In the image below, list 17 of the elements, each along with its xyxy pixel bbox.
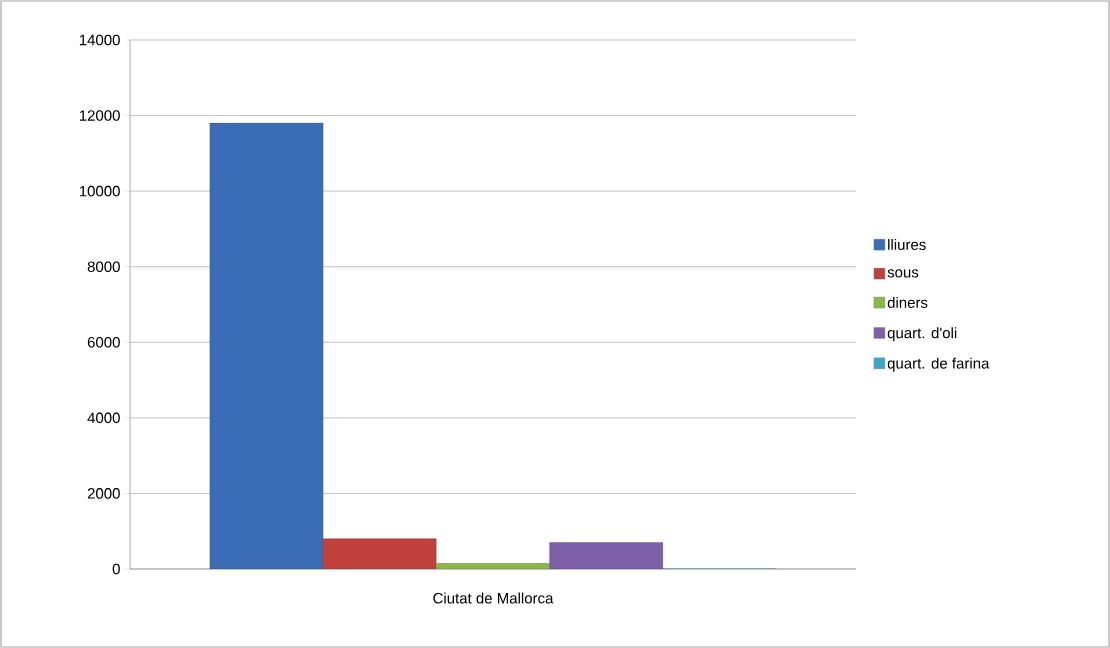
y-tick-label: 4000 [87,412,120,424]
y-tick-label: 12000 [79,110,120,121]
y-tick-label: 8000 [87,261,120,273]
legend-label: quart. de farina [887,357,990,372]
y-tick-label: 2000 [87,488,120,499]
legend-label: sous [887,269,919,278]
legend-label: diners [887,296,928,308]
y-tick-label: 10000 [79,185,120,197]
y-tick-label: 0 [112,563,120,575]
legend-label: quart. d'oli [887,327,957,342]
y-tick-label: 6000 [87,336,120,348]
legend-label: lliures [888,238,926,250]
y-tick-label: 14000 [79,34,120,46]
bar [436,563,550,569]
bar [549,542,664,569]
x-tick-label: Ciutat de Mallorca [433,592,554,604]
bar [322,538,437,569]
